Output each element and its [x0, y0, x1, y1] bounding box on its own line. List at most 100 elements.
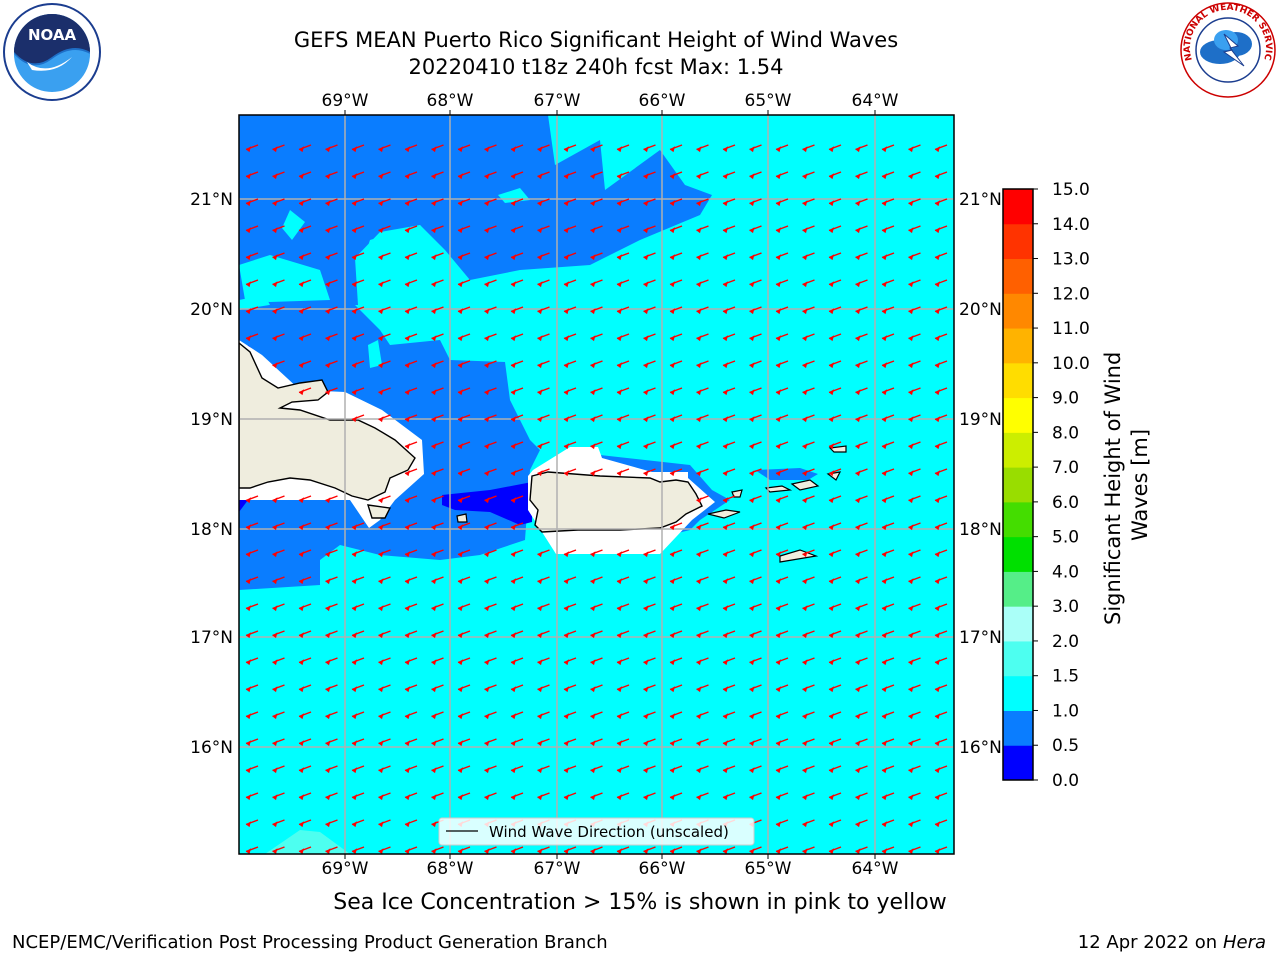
- wind-wave-arrowhead: [458, 713, 463, 720]
- wind-wave-arrowhead: [299, 308, 304, 315]
- lat-label-left: 19°N: [190, 410, 233, 430]
- wind-wave-arrowhead: [696, 227, 702, 234]
- wind-wave-arrowhead: [935, 632, 940, 639]
- wind-wave-arrowhead: [855, 254, 861, 261]
- wind-wave-arrowhead: [458, 281, 463, 288]
- wind-wave-arrowhead: [590, 578, 596, 585]
- wind-wave-arrowhead: [458, 335, 463, 342]
- wind-wave-arrowhead: [325, 821, 331, 828]
- wind-wave-arrowhead: [325, 497, 331, 504]
- wind-wave-arrowhead: [511, 767, 516, 774]
- lat-label-right: 19°N: [959, 410, 1002, 430]
- wind-wave-arrowhead: [776, 740, 781, 747]
- colorbar-tick-label: 1.0: [1052, 701, 1079, 721]
- wind-wave-arrowhead: [299, 200, 304, 207]
- wind-wave-arrowhead: [723, 848, 728, 854]
- wind-wave-arrowhead: [299, 146, 304, 153]
- wind-wave-arrowhead: [776, 686, 781, 693]
- wind-wave-arrowhead: [670, 767, 675, 774]
- wind-wave-arrowhead: [723, 470, 728, 477]
- wind-wave-arrowhead: [564, 308, 569, 315]
- wind-wave-arrowhead: [802, 146, 808, 153]
- wind-wave-arrowhead: [670, 470, 675, 477]
- wind-wave-arrowhead: [484, 686, 490, 693]
- colorbar-segment: [1003, 571, 1033, 607]
- wind-wave-arrowhead: [511, 524, 516, 531]
- wind-wave-arrowhead: [537, 173, 543, 180]
- wind-wave-arrowhead: [272, 524, 278, 531]
- wind-wave-arrowhead: [908, 524, 914, 531]
- wind-wave-arrowhead: [299, 227, 304, 234]
- wind-wave-arrowhead: [484, 551, 490, 558]
- wind-wave-arrowhead: [643, 200, 649, 207]
- wind-wave-arrowhead: [299, 848, 304, 854]
- wind-wave-arrowhead: [908, 794, 914, 801]
- wind-wave-arrowhead: [643, 173, 649, 180]
- wind-wave-arrowhead: [272, 551, 278, 558]
- wind-wave-arrowhead: [935, 605, 940, 612]
- wind-wave-arrowhead: [299, 659, 304, 666]
- colorbar-segment: [1003, 536, 1033, 572]
- lat-label-left: 20°N: [190, 300, 233, 320]
- wind-wave-arrowhead: [405, 470, 410, 477]
- wind-wave-arrowhead: [590, 146, 596, 153]
- wind-wave-arrowhead: [431, 659, 437, 666]
- wind-wave-arrowhead: [352, 416, 357, 423]
- wind-wave-arrowhead: [829, 200, 834, 207]
- wind-wave-arrowhead: [325, 308, 331, 315]
- wind-wave-arrowhead: [564, 686, 569, 693]
- wind-wave-arrowhead: [246, 497, 251, 504]
- wind-wave-arrowhead: [829, 605, 834, 612]
- colorbar-segment: [1003, 258, 1033, 294]
- wind-wave-arrowhead: [484, 713, 490, 720]
- wind-wave-arrowhead: [696, 551, 702, 558]
- wind-wave-arrowhead: [882, 713, 887, 720]
- wind-wave-arrowhead: [617, 281, 622, 288]
- wind-wave-arrowhead: [723, 173, 728, 180]
- wind-wave-arrowhead: [696, 605, 702, 612]
- wind-wave-arrowhead: [272, 632, 278, 639]
- wind-wave-arrowhead: [643, 848, 649, 854]
- wind-wave-arrowhead: [431, 146, 437, 153]
- wind-wave-arrowhead: [405, 767, 410, 774]
- wind-wave-arrowhead: [405, 713, 410, 720]
- wind-wave-arrowhead: [246, 821, 251, 828]
- wind-wave-arrowhead: [829, 740, 834, 747]
- wind-wave-arrowhead: [590, 416, 596, 423]
- wind-wave-arrowhead: [617, 227, 622, 234]
- wind-wave-arrowhead: [431, 551, 437, 558]
- wind-wave-arrowhead: [749, 686, 755, 693]
- wind-wave-arrowhead: [776, 794, 781, 801]
- wind-wave-arrowhead: [325, 173, 331, 180]
- wind-wave-arrowhead: [458, 605, 463, 612]
- wind-wave-arrowhead: [405, 362, 410, 369]
- wind-wave-arrowhead: [829, 335, 834, 342]
- lon-labels-top: 69°W 68°W 67°W 66°W 65°W 64°W: [322, 91, 899, 111]
- wind-wave-arrowhead: [935, 335, 940, 342]
- wind-wave-arrowhead: [855, 335, 861, 342]
- wind-wave-arrowhead: [802, 470, 808, 477]
- wind-wave-arrowhead: [935, 443, 940, 450]
- wind-wave-arrowhead: [352, 524, 357, 531]
- wind-wave-arrowhead: [431, 227, 437, 234]
- wind-wave-arrowhead: [776, 281, 781, 288]
- wind-wave-arrowhead: [272, 200, 278, 207]
- wind-wave-arrowhead: [829, 227, 834, 234]
- wind-wave-arrowhead: [749, 794, 755, 801]
- wind-wave-arrowhead: [723, 767, 728, 774]
- wind-wave-arrowhead: [935, 821, 940, 828]
- wind-wave-arrowhead: [272, 254, 278, 261]
- wave-band-0.0-0.5: [442, 482, 532, 525]
- wind-wave-arrowhead: [246, 632, 251, 639]
- wind-wave-arrowhead: [749, 713, 755, 720]
- wind-wave-arrowhead: [537, 848, 543, 854]
- wind-wave-arrowhead: [299, 173, 304, 180]
- wind-wave-arrowhead: [325, 632, 331, 639]
- wind-wave-arrowhead: [617, 659, 622, 666]
- wind-wave-arrowhead: [723, 551, 728, 558]
- wind-wave-arrowhead: [484, 605, 490, 612]
- wind-wave-arrowhead: [882, 551, 887, 558]
- wind-wave-arrowhead: [829, 308, 834, 315]
- wind-wave-arrowhead: [405, 227, 410, 234]
- wind-wave-arrowhead: [855, 659, 861, 666]
